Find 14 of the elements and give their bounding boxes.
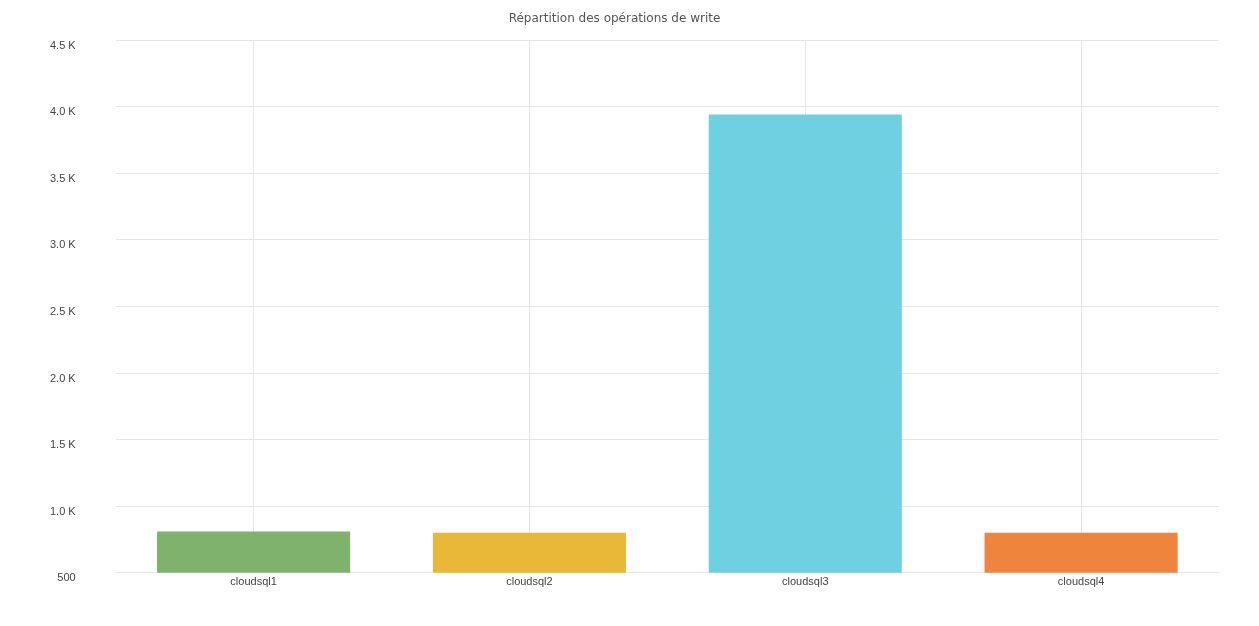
y-tick-label: 4.5 K <box>50 38 77 51</box>
y-tick-label: 2.0 K <box>50 371 77 384</box>
y-tick-label: 1.0 K <box>50 504 77 517</box>
y-tick-label: 1.5 K <box>50 438 77 451</box>
y-tick-label: 2.5 K <box>50 304 77 317</box>
x-tick-label: cloudsql1 <box>230 575 277 588</box>
y-tick-label: 3.0 K <box>50 238 77 251</box>
y-tick-label: 4.0 K <box>50 105 77 118</box>
x-tick-label: cloudsql2 <box>506 575 553 588</box>
y-tick-label: 3.5 K <box>50 171 77 184</box>
chart-title: Répartition des opérations de write <box>508 10 721 25</box>
y-tick-label: 500 <box>57 571 76 584</box>
x-tick-label: cloudsql3 <box>782 575 829 588</box>
x-tick-label: cloudsql4 <box>1057 575 1105 588</box>
